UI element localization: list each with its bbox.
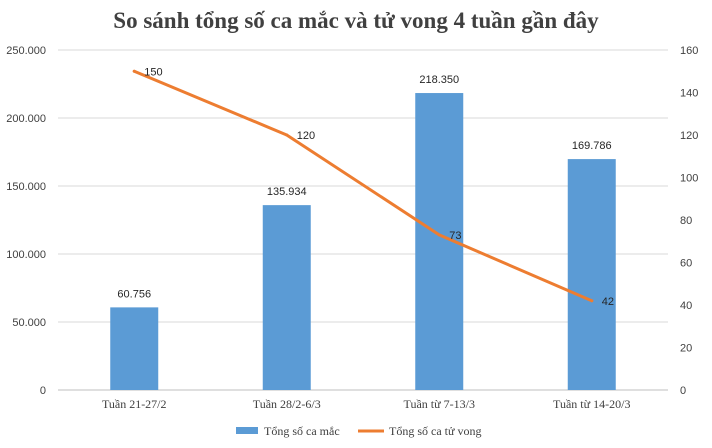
legend-label-deaths: Tổng số ca tử vong xyxy=(389,424,482,438)
left-tick-label: 200.000 xyxy=(6,113,46,125)
bar xyxy=(262,205,311,390)
category-label: Tuần 21-27/2 xyxy=(102,397,167,411)
left-tick-label: 100.000 xyxy=(6,249,46,261)
bar-data-label: 135.934 xyxy=(267,186,307,198)
line-point xyxy=(132,69,136,73)
right-tick-label: 100 xyxy=(680,173,698,185)
line-data-label: 42 xyxy=(602,296,614,308)
bar-data-label: 218.350 xyxy=(419,74,459,86)
right-tick-label: 60 xyxy=(680,258,692,270)
line-data-labels: 150 120 73 42 xyxy=(132,66,614,308)
right-tick-label: 80 xyxy=(680,215,692,227)
line-data-label: 150 xyxy=(144,66,162,78)
bar-data-label: 169.786 xyxy=(572,140,612,152)
category-label: Tuần từ 7-13/3 xyxy=(404,397,475,411)
right-tick-label: 40 xyxy=(680,300,692,312)
gridlines xyxy=(58,49,668,391)
line-point xyxy=(590,299,594,303)
left-tick-label: 0 xyxy=(40,385,46,397)
left-tick-label: 250.000 xyxy=(6,45,46,57)
line-point xyxy=(437,233,441,237)
right-axis-ticks: 0 20 40 60 80 100 120 140 160 xyxy=(680,45,698,397)
left-axis-ticks: 0 50.000 100.000 150.000 200.000 250.000 xyxy=(6,45,46,397)
right-tick-label: 140 xyxy=(680,88,698,100)
line-data-label: 120 xyxy=(297,130,315,142)
chart-title: So sánh tổng số ca mắc và tử vong 4 tuần… xyxy=(113,8,599,33)
category-label: Tuần 28/2-6/3 xyxy=(253,397,321,411)
right-tick-label: 120 xyxy=(680,130,698,142)
left-tick-label: 50.000 xyxy=(12,317,46,329)
bar xyxy=(567,159,616,390)
legend: Tổng số ca mắc Tổng số ca tử vong xyxy=(236,424,482,438)
bar-data-labels: 60.756 135.934 218.350 169.786 xyxy=(117,74,611,300)
bar-series xyxy=(110,93,616,390)
line-path xyxy=(132,69,594,303)
legend-swatch-cases xyxy=(236,427,258,434)
legend-label-cases: Tổng số ca mắc xyxy=(264,424,340,438)
line-data-label: 73 xyxy=(449,230,461,242)
category-label: Tuần từ 14-20/3 xyxy=(553,397,630,411)
right-tick-label: 0 xyxy=(680,385,686,397)
category-axis-labels: Tuần 21-27/2 Tuần 28/2-6/3 Tuần từ 7-13/3 T… xyxy=(102,397,630,411)
right-tick-label: 160 xyxy=(680,45,698,57)
line-point xyxy=(285,133,289,137)
bar xyxy=(110,307,159,390)
bar-data-label: 60.756 xyxy=(117,288,151,300)
line-series xyxy=(132,69,594,303)
right-tick-label: 20 xyxy=(680,343,692,355)
left-tick-label: 150.000 xyxy=(6,181,46,193)
